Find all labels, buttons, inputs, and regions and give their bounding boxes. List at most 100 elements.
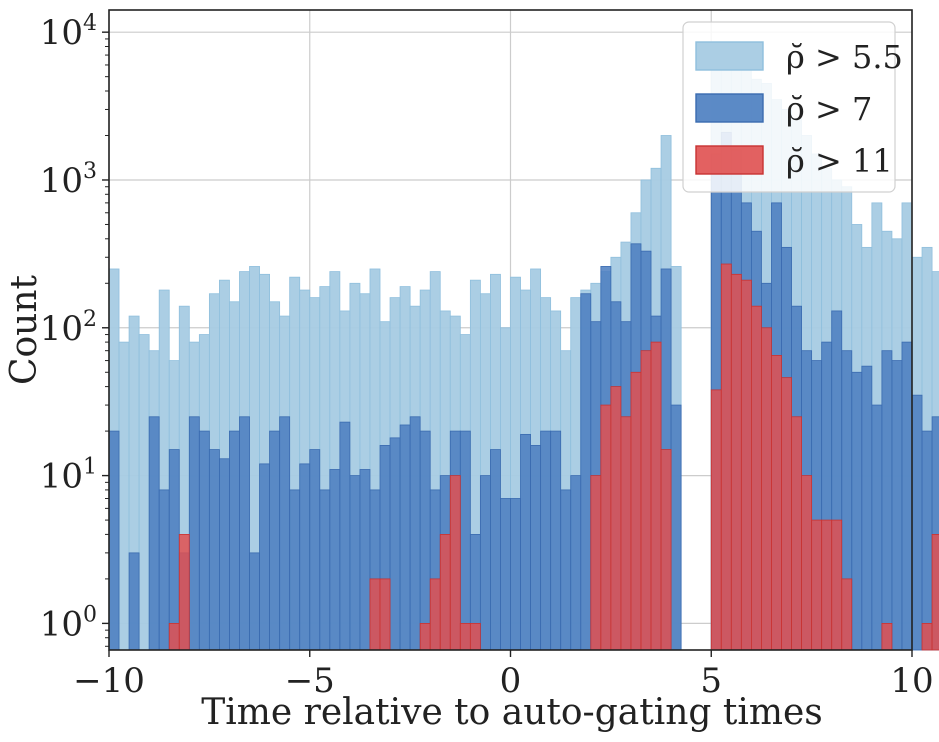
bar bbox=[630, 371, 642, 651]
bar bbox=[419, 430, 431, 651]
bar bbox=[449, 475, 461, 651]
bar bbox=[901, 341, 913, 651]
bar bbox=[128, 552, 140, 651]
bar bbox=[168, 449, 180, 651]
x-tick-label: 5 bbox=[700, 661, 722, 701]
bar bbox=[329, 469, 341, 651]
legend-label: ρ̆ > 11 bbox=[786, 142, 893, 180]
bar bbox=[580, 293, 592, 651]
bar bbox=[229, 430, 240, 651]
bar bbox=[761, 327, 772, 651]
bar bbox=[610, 386, 622, 651]
bar bbox=[791, 416, 802, 651]
bar bbox=[670, 404, 682, 651]
bar bbox=[520, 433, 531, 651]
bar bbox=[369, 578, 381, 651]
bar bbox=[821, 519, 833, 651]
bar bbox=[640, 350, 652, 651]
bar bbox=[620, 416, 632, 651]
bar bbox=[118, 341, 130, 651]
bar bbox=[560, 489, 572, 651]
bar bbox=[730, 273, 742, 651]
bar bbox=[510, 498, 521, 651]
bar bbox=[570, 475, 582, 651]
bar bbox=[881, 622, 893, 651]
bar bbox=[911, 394, 923, 651]
legend: ρ̆ > 5.5 ρ̆ > 7 ρ̆ > 11 bbox=[682, 21, 903, 193]
bar bbox=[419, 622, 431, 651]
bar bbox=[259, 463, 271, 651]
bar bbox=[650, 341, 662, 651]
bar bbox=[660, 449, 672, 651]
bar bbox=[469, 622, 481, 651]
bar bbox=[188, 416, 200, 651]
bar bbox=[108, 430, 120, 651]
legend-swatch bbox=[695, 145, 764, 175]
y-tick-label: 102 bbox=[40, 307, 97, 349]
bar bbox=[479, 475, 491, 651]
bar bbox=[540, 430, 552, 651]
x-tick-label: −5 bbox=[285, 661, 335, 701]
bar bbox=[921, 622, 933, 651]
y-axis-ticks: 100 101 102 103 104 bbox=[40, 11, 109, 647]
x-tick-label: 10 bbox=[890, 661, 933, 701]
bar bbox=[459, 622, 471, 651]
bar bbox=[339, 421, 351, 651]
bar bbox=[710, 389, 722, 651]
bar bbox=[781, 377, 792, 651]
bar bbox=[459, 430, 471, 651]
bar bbox=[249, 552, 260, 651]
legend-label: ρ̆ > 7 bbox=[786, 90, 872, 128]
x-tick-label: 0 bbox=[500, 661, 522, 701]
bar bbox=[178, 534, 190, 651]
y-axis-title: Count bbox=[4, 274, 45, 385]
bar bbox=[841, 578, 853, 651]
bar bbox=[269, 430, 281, 651]
bar bbox=[289, 489, 301, 651]
bar bbox=[219, 458, 230, 651]
bar bbox=[921, 430, 933, 651]
y-tick-label: 103 bbox=[40, 159, 97, 201]
legend-swatch bbox=[695, 93, 764, 123]
bar bbox=[158, 489, 170, 651]
legend-label: ρ̆ > 5.5 bbox=[786, 38, 903, 76]
bar bbox=[239, 416, 250, 651]
bar bbox=[279, 416, 291, 651]
bar bbox=[409, 416, 421, 651]
bar bbox=[801, 475, 813, 651]
bar bbox=[198, 430, 210, 651]
bar bbox=[359, 469, 371, 651]
bar bbox=[851, 371, 863, 651]
bar bbox=[389, 437, 401, 651]
x-axis-title: Time relative to auto-gating times bbox=[201, 692, 823, 733]
y-tick-label: 101 bbox=[40, 455, 97, 497]
bar bbox=[208, 449, 220, 651]
bar bbox=[148, 416, 160, 651]
bar bbox=[530, 445, 542, 651]
bar bbox=[831, 519, 843, 651]
bar bbox=[600, 404, 612, 651]
bar bbox=[379, 578, 391, 651]
bar bbox=[881, 350, 893, 651]
bar bbox=[349, 475, 361, 651]
bar bbox=[309, 449, 321, 651]
bar bbox=[891, 360, 903, 651]
bar bbox=[720, 263, 732, 651]
bar bbox=[299, 463, 311, 651]
bar bbox=[740, 279, 752, 651]
y-tick-label: 100 bbox=[40, 602, 97, 644]
x-tick-label: −10 bbox=[73, 661, 145, 701]
bar bbox=[771, 355, 782, 651]
x-axis-ticks: −10 −5 0 5 10 bbox=[73, 650, 934, 701]
bar bbox=[861, 365, 873, 651]
bar bbox=[811, 519, 823, 651]
bar bbox=[550, 430, 562, 651]
y-tick-label: 104 bbox=[40, 11, 97, 53]
bar bbox=[500, 498, 511, 651]
bar bbox=[399, 424, 411, 651]
bar bbox=[138, 334, 150, 651]
bar bbox=[490, 449, 501, 651]
bar bbox=[439, 534, 451, 651]
legend-swatch bbox=[695, 41, 764, 71]
